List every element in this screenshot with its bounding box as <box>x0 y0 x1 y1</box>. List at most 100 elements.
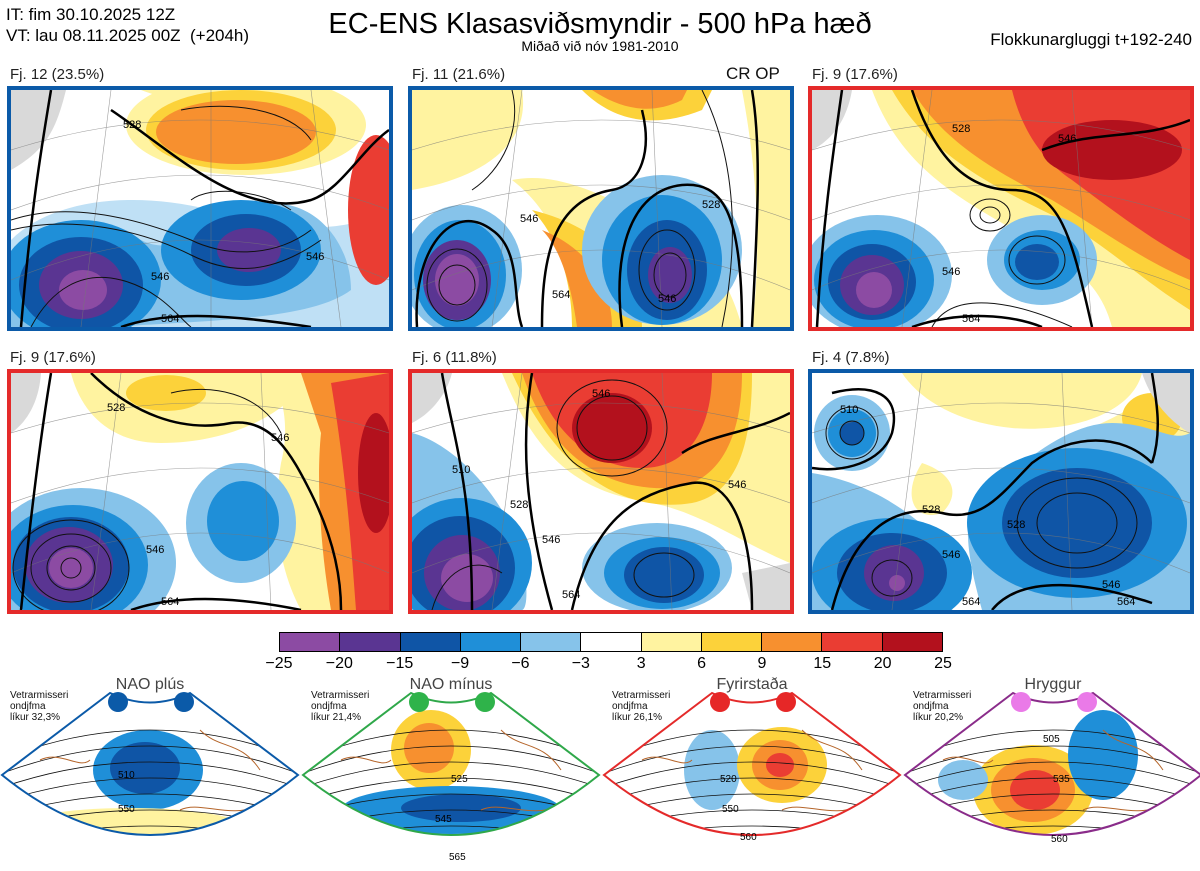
contour-label: 564 <box>962 313 980 325</box>
colorbar-swatch <box>400 633 461 651</box>
colorbar-tick-label: 9 <box>757 655 767 672</box>
regime-contour-label: 545 <box>435 814 452 825</box>
contour-label: 564 <box>161 313 179 325</box>
regime-contour-label: 535 <box>1053 774 1070 785</box>
colorbar-tick-label: 25 <box>934 655 952 672</box>
cluster-map-1: 528 546 564 546 <box>7 86 393 331</box>
regime-map: 505 535 560 <box>903 691 1200 845</box>
regime-contour-label: 565 <box>449 852 466 863</box>
regime-name: NAO mínus <box>409 676 493 693</box>
regime-name: NAO plús <box>115 676 185 693</box>
contour-label: 564 <box>1117 596 1135 608</box>
contour-label: 528 <box>1007 519 1025 531</box>
init-time: IT: fim 30.10.2025 12Z <box>6 5 176 24</box>
regime-name: Hryggur <box>1024 676 1082 693</box>
regime-contour-label: 550 <box>722 804 739 815</box>
regime-marker-dot <box>475 692 495 712</box>
contour-label: 528 <box>107 402 125 414</box>
contour-label: 546 <box>306 251 324 263</box>
regime-contour-label: 550 <box>118 804 135 815</box>
valid-time: VT: lau 08.11.2025 00Z (+204h) <box>6 26 250 45</box>
contour-label: 546 <box>151 271 169 283</box>
regime-contour-label: 505 <box>1043 734 1060 745</box>
regime-marker-dot <box>1011 692 1031 712</box>
colorbar-swatch <box>460 633 522 651</box>
regime-probability: Vetrarmisseri ondjfma líkur 26,1% <box>612 690 671 723</box>
colorbar-swatch <box>521 633 582 651</box>
cluster-map-4: 528 546 546 564 <box>7 369 393 614</box>
regime-contour-label: 510 <box>118 770 135 781</box>
regime-probability: Vetrarmisseri ondjfma líkur 21,4% <box>311 690 370 723</box>
contour-label: 528 <box>952 123 970 135</box>
page-title: EC-ENS Klasasviðsmyndir - 500 hPa hæð <box>328 8 872 40</box>
colorbar-swatch <box>581 633 642 651</box>
colorbar-tick-label: −25 <box>265 655 293 672</box>
regime-marker-dot <box>776 692 796 712</box>
regime-contour-label: 560 <box>1051 834 1068 845</box>
cluster-map-2: 546 564 546 528 <box>408 86 794 331</box>
contour-label: 510 <box>452 464 470 476</box>
climatology-subtitle: Miðað við nóv 1981-2010 <box>521 38 679 54</box>
cluster-label-3: Fj. 9 (17.6%) <box>812 66 898 83</box>
regime-marker-dot <box>409 692 429 712</box>
contour-label: 546 <box>592 388 610 400</box>
contour-label: 546 <box>271 432 289 444</box>
regime-map: 520 550 560 <box>602 691 902 843</box>
contour-label: 528 <box>510 499 528 511</box>
colorbar-tick-label: 20 <box>873 655 892 672</box>
cluster-window: Flokkunargluggi t+192-240 <box>990 30 1192 49</box>
contour-label: 528 <box>123 119 141 131</box>
contour-label: 564 <box>562 589 580 601</box>
regime-marker-dot <box>108 692 128 712</box>
contour-label: 546 <box>1102 579 1120 591</box>
colorbar-swatch <box>641 633 702 651</box>
regime-contour-label: 560 <box>740 832 757 843</box>
contour-label: 546 <box>658 293 676 305</box>
colorbar-swatch <box>340 633 401 651</box>
colorbar-tick-label: −3 <box>571 655 590 672</box>
contour-label: 564 <box>161 596 179 608</box>
contour-label: 546 <box>146 544 164 556</box>
regime-contour-label: 525 <box>451 774 468 785</box>
cluster-map-3: 528 546 546 564 <box>808 86 1194 331</box>
contour-label: 546 <box>942 549 960 561</box>
cluster-label-6: Fj. 4 (7.8%) <box>812 349 890 366</box>
regime-name: Fyrirstaða <box>716 676 788 693</box>
colorbar-swatch <box>882 633 942 651</box>
cluster-map-6: 510 528 528 546 546 564 564 <box>808 369 1194 614</box>
colorbar-tick-label: 15 <box>813 655 832 672</box>
colorbar-tick-label: −9 <box>450 655 470 672</box>
colorbar-tick-label: −20 <box>325 655 353 672</box>
colorbar-tick-label: 3 <box>636 655 646 672</box>
colorbar-tick-label: −15 <box>386 655 414 672</box>
regime-probability: Vetrarmisseri ondjfma líkur 32,3% <box>10 690 69 723</box>
colorbar-swatch <box>280 633 341 651</box>
contour-label: 510 <box>840 404 858 416</box>
regime-marker-dot <box>710 692 730 712</box>
colorbar-swatch <box>822 633 883 651</box>
cluster-map-5: 546 510 528 546 564 546 <box>408 369 794 614</box>
cluster-label-5: Fj. 6 (11.8%) <box>412 349 497 366</box>
contour-label: 564 <box>552 289 570 301</box>
contour-label: 528 <box>702 199 720 211</box>
colorbar-swatch <box>762 633 823 651</box>
contour-label: 546 <box>1058 133 1076 145</box>
contour-label: 546 <box>520 213 538 225</box>
op-label: CR OP <box>726 64 780 83</box>
contour-label: 546 <box>728 479 746 491</box>
contour-label: 528 <box>922 504 940 516</box>
cluster-label-2: Fj. 11 (21.6%) <box>412 66 506 83</box>
colorbar-swatch <box>701 633 763 651</box>
colorbar-tick-label: 6 <box>697 655 706 672</box>
regime-contour-label: 520 <box>720 774 737 785</box>
colorbar-tick-label: −6 <box>511 655 530 672</box>
regime-marker-dot <box>1077 692 1097 712</box>
contour-label: 546 <box>942 266 960 278</box>
contour-label: 564 <box>962 596 980 608</box>
regime-map: 510 550 <box>0 691 300 836</box>
cluster-label-4: Fj. 9 (17.6%) <box>10 349 96 366</box>
cluster-label-1: Fj. 12 (23.5%) <box>10 66 105 83</box>
regime-marker-dot <box>174 692 194 712</box>
forecast-times: IT: fim 30.10.2025 12Z VT: lau 08.11.202… <box>6 4 249 46</box>
regime-probability: Vetrarmisseri ondjfma líkur 20,2% <box>913 690 972 723</box>
